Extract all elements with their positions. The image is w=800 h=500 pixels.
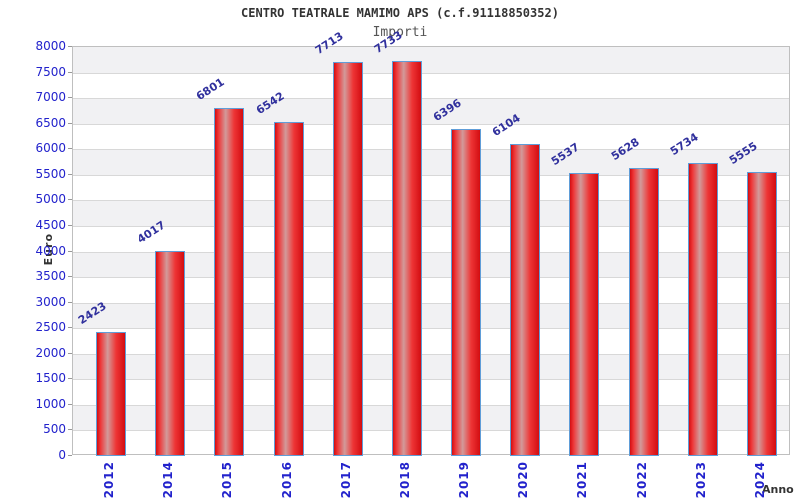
bar <box>96 332 126 456</box>
y-tick-mark <box>68 301 72 303</box>
y-tick-label: 1500 <box>35 371 66 386</box>
bar <box>569 172 600 456</box>
y-tick-label: 4000 <box>35 243 66 258</box>
gridline <box>73 430 789 432</box>
x-tick-label: 2023 <box>693 461 708 499</box>
bar <box>332 61 363 456</box>
y-tick-label: 2000 <box>35 345 66 360</box>
y-tick-mark <box>68 327 72 329</box>
y-tick-mark <box>68 148 72 150</box>
y-tick-label: 6000 <box>35 141 66 156</box>
y-tick-mark <box>68 199 72 201</box>
y-tick-label: 6500 <box>35 115 66 130</box>
y-tick-label: 3000 <box>35 294 66 309</box>
chart-title: CENTRO TEATRALE MAMIMO APS (c.f.91118850… <box>241 6 559 20</box>
y-tick-mark <box>68 352 72 354</box>
x-tick-label: 2018 <box>397 461 412 499</box>
y-tick-mark <box>68 224 72 226</box>
gridline <box>73 404 789 406</box>
y-tick-label: 5500 <box>35 166 66 181</box>
y-tick-mark <box>68 173 72 175</box>
gridline <box>73 251 789 253</box>
y-tick-mark <box>68 276 72 278</box>
x-axis-title: Anno <box>762 483 794 496</box>
plot-band <box>73 251 789 278</box>
bar <box>214 108 245 456</box>
y-tick-label: 1000 <box>35 396 66 411</box>
gridline <box>73 149 789 151</box>
x-tick-label: 2020 <box>516 461 531 499</box>
gridline <box>73 72 789 74</box>
y-tick-mark <box>68 455 72 456</box>
plot-band <box>73 404 789 431</box>
bar <box>628 168 659 456</box>
plot-band <box>73 302 789 329</box>
x-tick-label: 2016 <box>279 461 294 499</box>
gridline <box>73 98 789 100</box>
plot-band <box>73 353 789 380</box>
y-tick-mark <box>68 403 72 405</box>
y-tick-label: 8000 <box>35 39 66 53</box>
y-tick-mark <box>68 250 72 252</box>
y-tick-mark <box>68 46 72 47</box>
y-tick-mark <box>68 71 72 73</box>
x-tick-label: 2015 <box>220 461 235 499</box>
y-tick-label: 5000 <box>35 192 66 207</box>
y-tick-mark <box>68 429 72 431</box>
gridline <box>73 302 789 304</box>
bar <box>391 60 422 456</box>
x-tick-label: 2014 <box>161 461 176 499</box>
bar <box>155 250 186 456</box>
gridline <box>73 277 789 279</box>
x-tick-label: 2019 <box>457 461 472 499</box>
plot-band <box>73 98 789 124</box>
gridline <box>73 174 789 176</box>
gridline <box>73 379 789 381</box>
bar <box>687 162 718 456</box>
plot-band <box>73 149 789 175</box>
gridline <box>73 200 789 202</box>
gridline <box>73 328 789 330</box>
chart-subtitle: Importi <box>372 25 428 40</box>
y-tick-label: 7500 <box>35 64 66 79</box>
gridline <box>73 353 789 355</box>
gridline <box>73 123 789 125</box>
x-tick-label: 2024 <box>753 461 767 499</box>
y-tick-label: 500 <box>43 422 66 437</box>
y-tick-label: 2500 <box>35 320 66 335</box>
y-tick-label: 4500 <box>35 217 66 232</box>
bar <box>747 172 777 456</box>
bar <box>273 121 304 456</box>
x-tick-label: 2012 <box>102 461 116 499</box>
x-tick-label: 2022 <box>634 461 649 499</box>
y-tick-label: 3500 <box>35 269 66 284</box>
y-tick-mark <box>68 122 72 124</box>
x-tick-label: 2017 <box>338 461 353 499</box>
y-tick-label: 0 <box>58 448 66 462</box>
plot-area <box>72 46 790 456</box>
gridline <box>73 225 789 227</box>
x-tick-label: 2021 <box>575 461 590 499</box>
y-tick-mark <box>68 378 72 380</box>
y-tick-label: 7000 <box>35 90 66 105</box>
plot-band <box>73 47 789 73</box>
y-tick-mark <box>68 97 72 99</box>
bar <box>510 143 541 456</box>
plot-band <box>73 200 789 226</box>
bar <box>451 129 482 456</box>
